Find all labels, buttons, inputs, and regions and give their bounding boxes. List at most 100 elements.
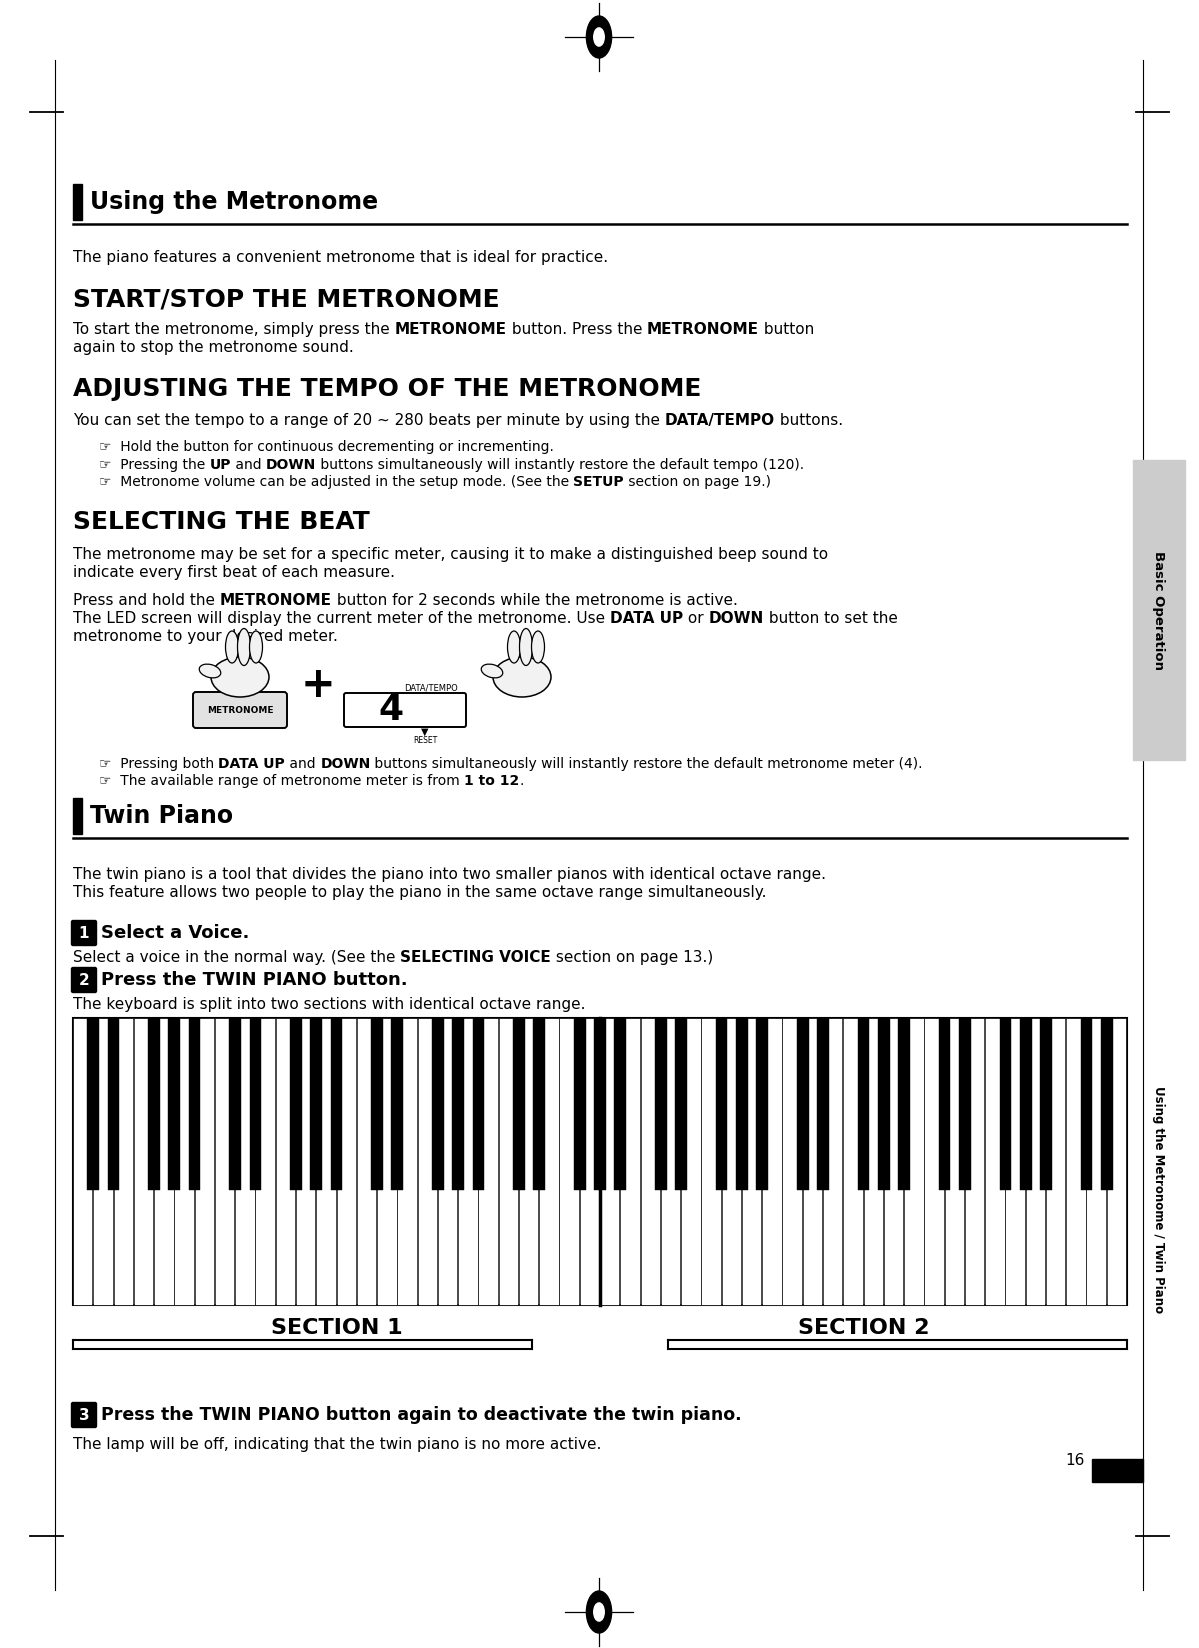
Bar bbox=[661, 1018, 680, 1305]
Text: The metronome may be set for a specific meter, causing it to make a distinguishe: The metronome may be set for a specific … bbox=[73, 547, 829, 562]
Ellipse shape bbox=[225, 631, 239, 662]
Bar bbox=[169, 1018, 180, 1190]
Bar bbox=[88, 1018, 100, 1190]
FancyBboxPatch shape bbox=[72, 967, 96, 992]
Text: START/STOP THE METRONOME: START/STOP THE METRONOME bbox=[73, 287, 500, 311]
Ellipse shape bbox=[531, 631, 544, 662]
Text: Using the Metronome / Twin Piano: Using the Metronome / Twin Piano bbox=[1152, 1086, 1165, 1313]
Text: This feature allows two people to play the piano in the same octave range simult: This feature allows two people to play t… bbox=[73, 885, 766, 900]
Text: buttons.: buttons. bbox=[775, 414, 843, 428]
Text: Select a Voice.: Select a Voice. bbox=[101, 925, 249, 943]
Bar bbox=[519, 1018, 538, 1305]
Bar bbox=[1040, 1018, 1052, 1190]
Text: The LED screen will display the current meter of the metronome. Use: The LED screen will display the current … bbox=[73, 611, 610, 626]
Bar bbox=[675, 1018, 687, 1190]
Ellipse shape bbox=[507, 631, 520, 662]
Bar bbox=[959, 1018, 971, 1190]
Text: METRONOME: METRONOME bbox=[206, 705, 273, 715]
Bar bbox=[1066, 1018, 1085, 1305]
Ellipse shape bbox=[249, 631, 263, 662]
Text: ▼: ▼ bbox=[421, 727, 429, 737]
Bar bbox=[742, 1018, 761, 1305]
Ellipse shape bbox=[237, 628, 251, 666]
Text: ☞  Pressing both: ☞ Pressing both bbox=[100, 756, 218, 771]
Text: section on page 19.): section on page 19.) bbox=[625, 475, 771, 489]
Bar bbox=[317, 1018, 336, 1305]
Bar bbox=[965, 1018, 984, 1305]
Bar bbox=[640, 1018, 659, 1305]
Text: ☞  The available range of metronome meter is from: ☞ The available range of metronome meter… bbox=[100, 775, 464, 788]
Bar bbox=[797, 1018, 808, 1190]
Text: DATA/TEMPO: DATA/TEMPO bbox=[665, 414, 775, 428]
Bar bbox=[1080, 1018, 1092, 1190]
Ellipse shape bbox=[586, 16, 611, 58]
Bar bbox=[194, 1018, 215, 1305]
Bar bbox=[94, 1018, 113, 1305]
Text: Press the TWIN PIANO button again to deactivate the twin piano.: Press the TWIN PIANO button again to dea… bbox=[101, 1406, 742, 1424]
Bar bbox=[722, 1018, 741, 1305]
Bar bbox=[432, 1018, 444, 1190]
Bar bbox=[1101, 1018, 1113, 1190]
Bar bbox=[736, 1018, 748, 1190]
Bar bbox=[716, 1018, 728, 1190]
Text: ☞  Hold the button for continuous decrementing or incrementing.: ☞ Hold the button for continuous decreme… bbox=[100, 440, 554, 453]
Text: .: . bbox=[519, 775, 524, 788]
Ellipse shape bbox=[481, 664, 502, 677]
Bar bbox=[945, 1018, 964, 1305]
Text: Using the Metronome: Using the Metronome bbox=[90, 190, 378, 214]
Text: SETUP: SETUP bbox=[573, 475, 625, 489]
Ellipse shape bbox=[594, 1604, 604, 1622]
Bar bbox=[290, 1018, 302, 1190]
Bar bbox=[817, 1018, 829, 1190]
Text: Twin Piano: Twin Piano bbox=[90, 804, 233, 827]
Bar bbox=[438, 1018, 457, 1305]
Ellipse shape bbox=[199, 664, 221, 677]
Bar bbox=[155, 1018, 174, 1305]
FancyBboxPatch shape bbox=[344, 694, 466, 727]
Bar bbox=[540, 1018, 559, 1305]
Text: The piano features a convenient metronome that is ideal for practice.: The piano features a convenient metronom… bbox=[73, 250, 608, 265]
Bar bbox=[1133, 460, 1185, 760]
Text: The lamp will be off, indicating that the twin piano is no more active.: The lamp will be off, indicating that th… bbox=[73, 1437, 602, 1452]
Bar bbox=[783, 1018, 802, 1305]
Text: You can set the tempo to a range of 20 ~ 280 beats per minute by using the: You can set the tempo to a range of 20 ~… bbox=[73, 414, 665, 428]
Text: or: or bbox=[683, 611, 709, 626]
Text: DATA UP: DATA UP bbox=[610, 611, 683, 626]
Bar bbox=[372, 1018, 382, 1190]
Bar bbox=[1107, 1018, 1126, 1305]
Bar bbox=[620, 1018, 640, 1305]
Bar bbox=[857, 1018, 869, 1190]
FancyBboxPatch shape bbox=[193, 692, 287, 728]
Bar bbox=[843, 1018, 863, 1305]
Bar bbox=[763, 1018, 782, 1305]
Bar bbox=[458, 1018, 477, 1305]
Bar bbox=[235, 1018, 254, 1305]
Text: The keyboard is split into two sections with identical octave range.: The keyboard is split into two sections … bbox=[73, 997, 585, 1012]
Bar bbox=[580, 1018, 600, 1305]
Bar bbox=[296, 1018, 315, 1305]
Text: METRONOME: METRONOME bbox=[394, 321, 507, 336]
Bar bbox=[863, 1018, 882, 1305]
Bar bbox=[249, 1018, 261, 1190]
Ellipse shape bbox=[493, 658, 552, 697]
Bar bbox=[614, 1018, 626, 1190]
FancyBboxPatch shape bbox=[72, 1402, 96, 1427]
Bar bbox=[174, 1018, 194, 1305]
Text: Press and hold the: Press and hold the bbox=[73, 593, 219, 608]
Bar bbox=[823, 1018, 843, 1305]
Bar bbox=[701, 1018, 721, 1305]
Text: DOWN: DOWN bbox=[320, 756, 370, 771]
Bar bbox=[114, 1018, 133, 1305]
Text: +: + bbox=[301, 664, 336, 705]
Bar bbox=[229, 1018, 241, 1190]
Bar bbox=[108, 1018, 120, 1190]
Bar bbox=[1046, 1018, 1066, 1305]
Text: buttons simultaneously will instantly restore the default tempo (120).: buttons simultaneously will instantly re… bbox=[317, 458, 805, 471]
Bar bbox=[878, 1018, 890, 1190]
Bar bbox=[600, 1018, 620, 1305]
Text: DATA/TEMPO: DATA/TEMPO bbox=[404, 682, 458, 692]
Text: DATA UP: DATA UP bbox=[218, 756, 285, 771]
Bar bbox=[331, 1018, 343, 1190]
Text: RESET: RESET bbox=[412, 737, 438, 745]
Bar bbox=[255, 1018, 275, 1305]
